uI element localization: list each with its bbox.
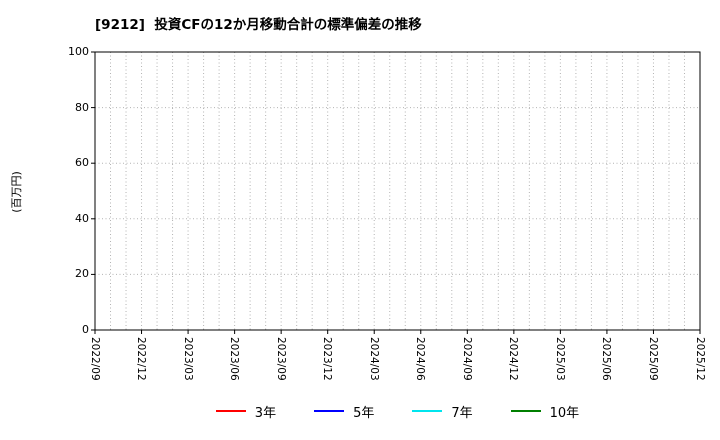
legend-line-swatch — [314, 410, 345, 412]
legend-item: 10年 — [510, 402, 580, 421]
x-tick-label: 2023/06 — [228, 337, 241, 381]
x-tick-label: 2022/12 — [135, 337, 148, 381]
x-tick-label: 2025/09 — [646, 337, 659, 381]
legend-item: 7年 — [412, 402, 473, 421]
x-tick-label: 2025/03 — [553, 337, 566, 381]
y-tick-label: 0 — [82, 323, 89, 336]
y-tick-label: 80 — [75, 100, 89, 114]
legend-item: 3年 — [215, 402, 277, 421]
y-tick-label: 40 — [75, 211, 89, 225]
y-tick-label: 100 — [68, 45, 89, 58]
x-tick-label: 2024/12 — [507, 337, 520, 381]
legend-label: 3年 — [254, 405, 277, 421]
legend-item: 5年 — [314, 402, 374, 421]
x-tick-label: 2024/03 — [367, 337, 380, 381]
legend-line-swatch — [215, 410, 246, 412]
x-tick-label: 2023/03 — [181, 337, 194, 381]
x-tick-label: 2023/09 — [274, 337, 287, 381]
x-tick-label: 2025/06 — [600, 337, 613, 381]
x-tick-label: 2024/06 — [414, 337, 427, 381]
legend-label: 10年 — [549, 405, 580, 421]
y-tick-label: 60 — [75, 156, 89, 170]
chart-title: [9212] 投資CFの12か月移動合計の標準偏差の推移 — [95, 17, 422, 33]
y-axis-title: (百万円) — [10, 171, 23, 213]
legend-label: 7年 — [451, 405, 473, 421]
x-tick-label: 2024/09 — [460, 337, 473, 381]
x-tick-label: 2023/12 — [321, 337, 334, 381]
legend-label: 5年 — [353, 405, 375, 421]
legend-line-swatch — [412, 410, 443, 412]
legend-line-swatch — [510, 410, 541, 412]
legend: 3年 5年 7年 10年 — [95, 400, 700, 422]
x-tick-label: 2025/12 — [693, 337, 706, 381]
x-tick-label: 2022/09 — [88, 337, 101, 381]
y-tick-label: 20 — [75, 267, 89, 281]
